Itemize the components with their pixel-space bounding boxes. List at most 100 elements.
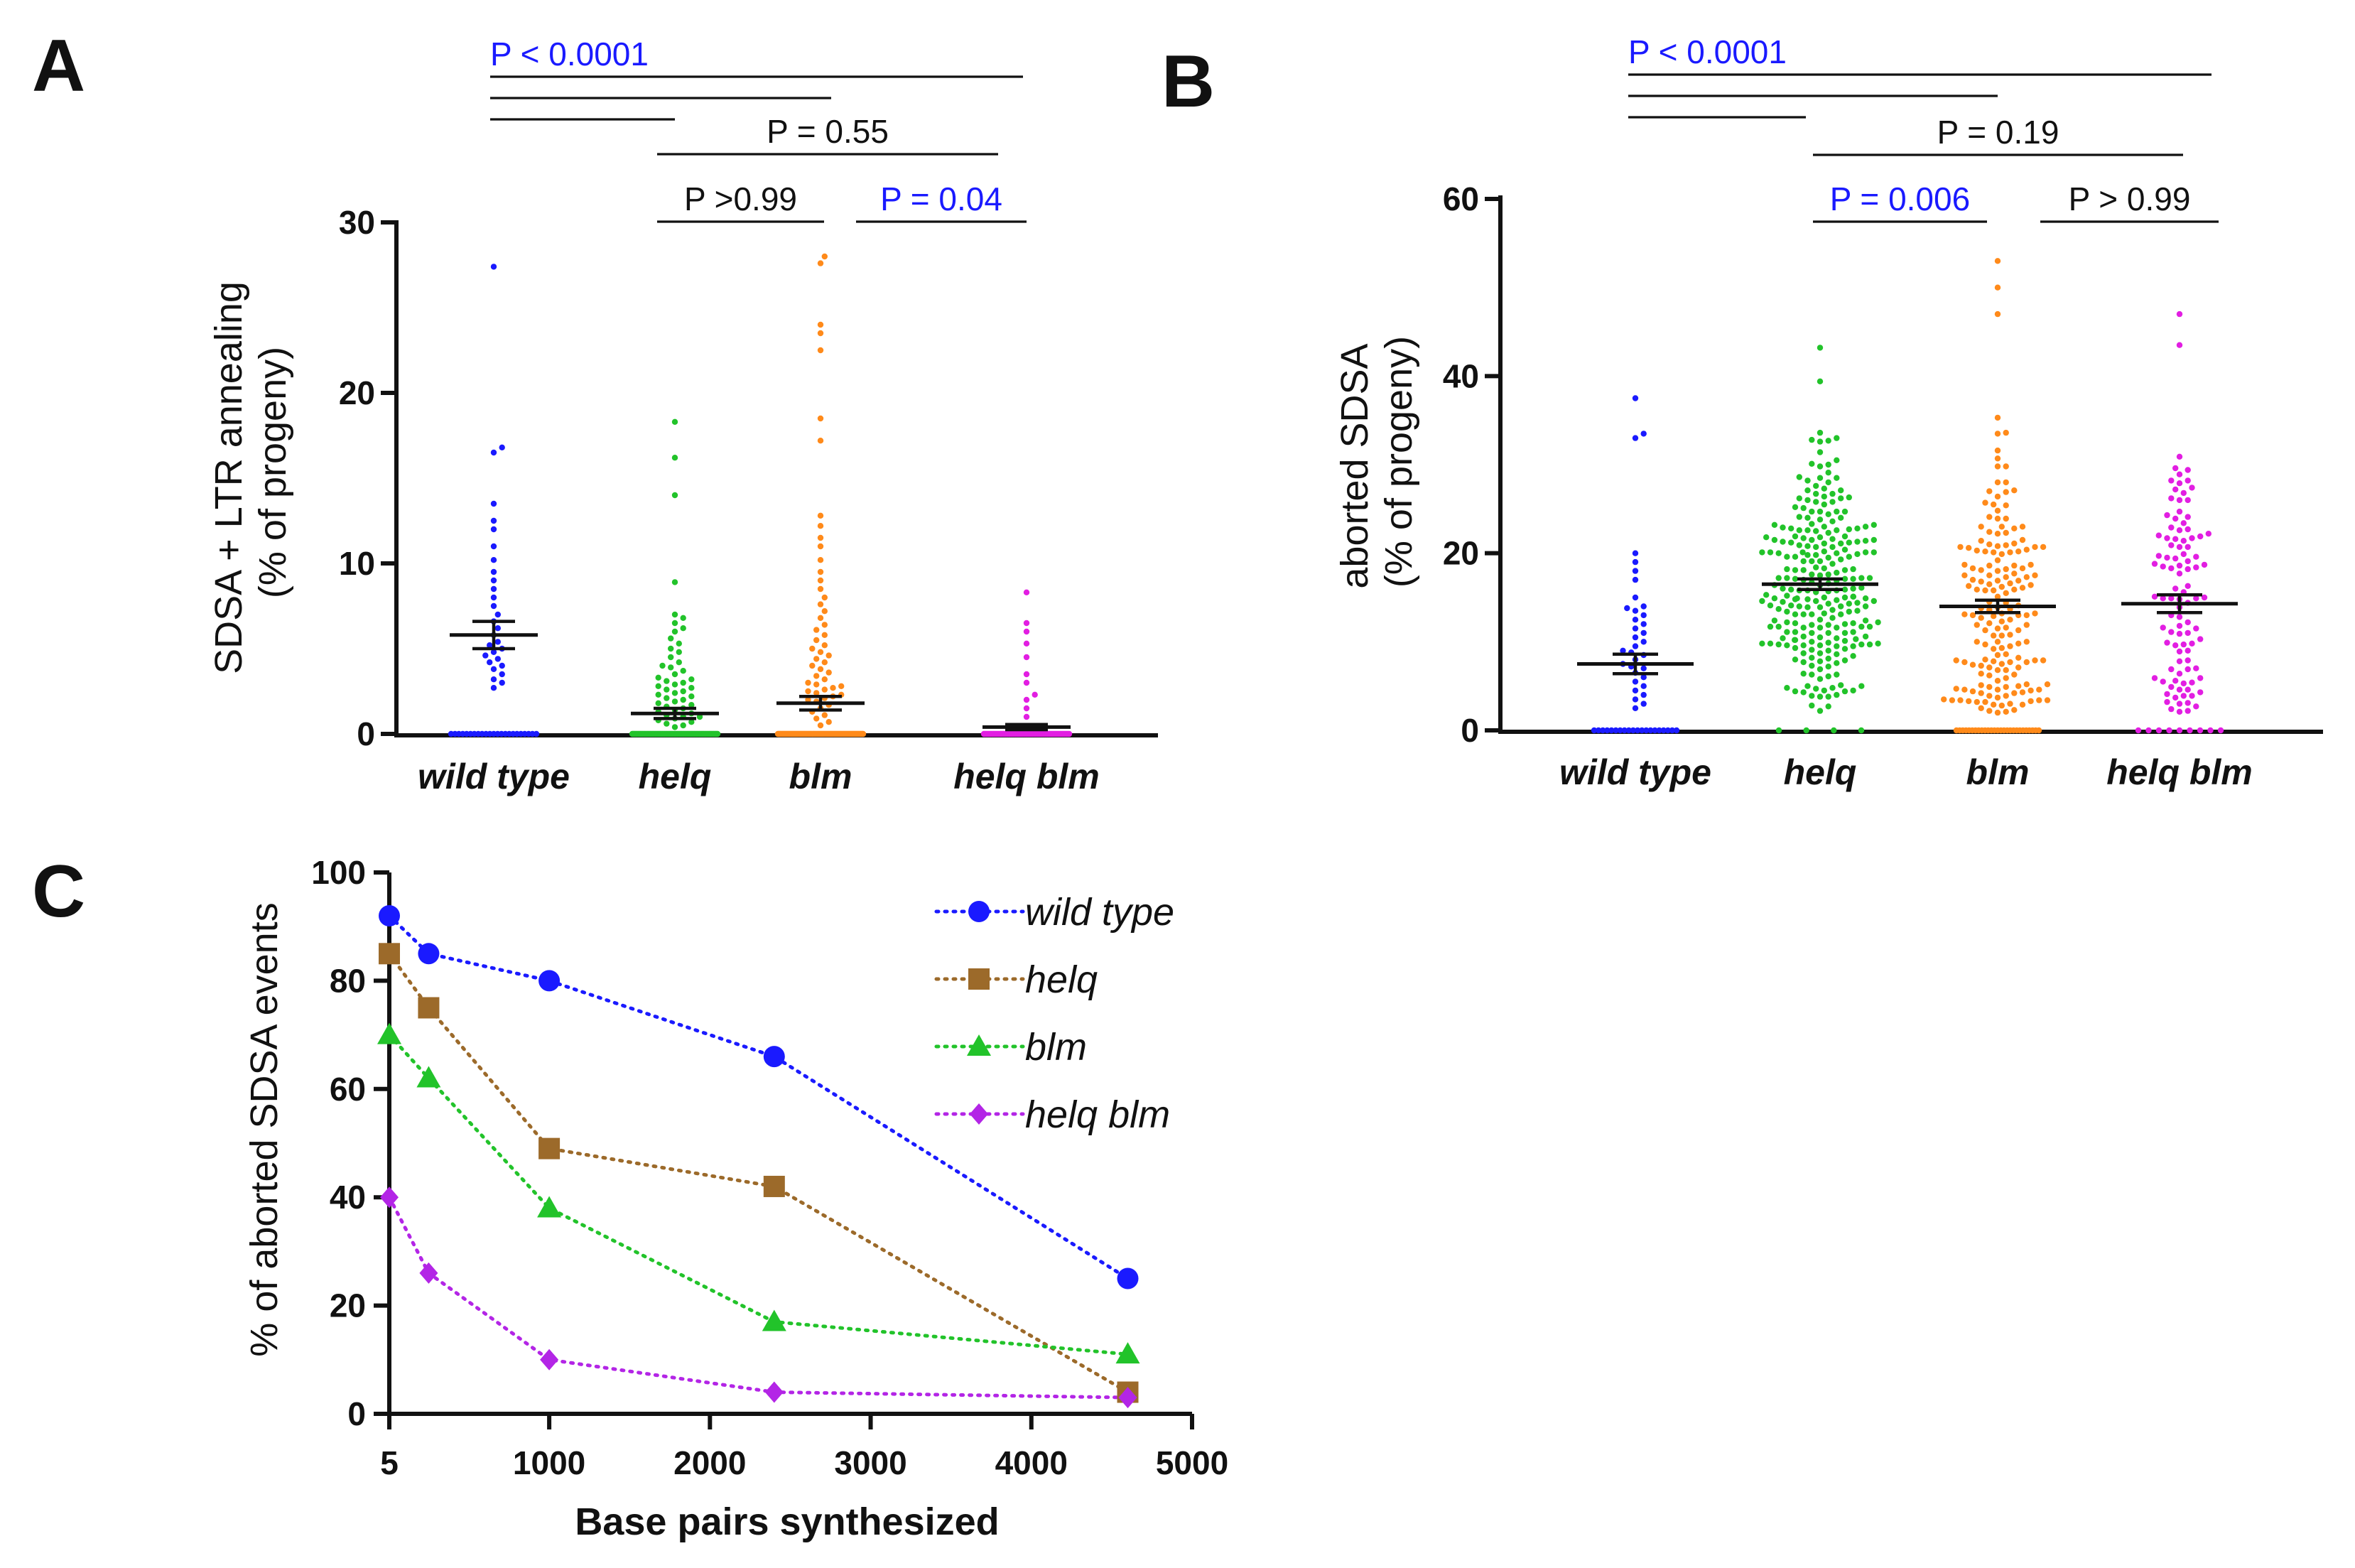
panel-b-point: [1809, 702, 1815, 709]
panel-b-point: [1986, 683, 1993, 691]
panel-b-point: [1991, 501, 1997, 508]
panel-a-point: [671, 620, 678, 627]
panel-b-point: [1994, 431, 2001, 437]
panel-b-point: [1841, 575, 1848, 582]
panel-b-point: [2040, 544, 2047, 551]
panel-c-marker-blm: [537, 1196, 562, 1218]
panel-b-point: [1632, 558, 1639, 566]
panel-a-point: [499, 671, 505, 678]
panel-b-point: [1817, 658, 1824, 664]
panel-a-point: [821, 622, 828, 628]
panel-c-series-lines: [387, 914, 1130, 1400]
panel-b-point: [2168, 477, 2175, 484]
panel-b-point: [1796, 527, 1802, 534]
panel-b-mean-wild-type: [1577, 652, 1694, 676]
panel-b-point: [1821, 548, 1827, 555]
panel-b-point: [1986, 693, 1993, 699]
panel-a-point: [825, 652, 832, 659]
panel-a-point: [676, 640, 682, 647]
panel-b-point: [2185, 666, 2191, 673]
panel-a-point: [860, 730, 867, 737]
panel-b-point: [1792, 688, 1799, 695]
panel-b-point: [1854, 607, 1861, 614]
panel-b-points-wild-type: [1591, 395, 1680, 734]
panel-b-point: [1994, 284, 2001, 291]
panel-a-point: [533, 730, 540, 737]
panel-b-point: [1998, 583, 2005, 590]
panel-b-points: [1591, 258, 2224, 734]
panel-b-point: [2168, 683, 2175, 691]
panel-c-chart: % of aborted SDSA events Base pairs synt…: [243, 854, 1228, 1543]
panel-c-marker-helq-blm: [419, 1262, 438, 1284]
panel-b-point: [1595, 727, 1602, 734]
panel-b-point: [2168, 666, 2175, 673]
panel-b-point: [2172, 486, 2179, 493]
panel-b-point: [1994, 258, 2001, 264]
panel-b-point: [1998, 618, 2005, 625]
panel-b-point: [2135, 727, 2142, 734]
panel-a-point: [499, 662, 505, 669]
panel-b-point: [1825, 647, 1831, 654]
panel-c-legend-item-helq-blm: helq blm: [934, 1093, 1170, 1136]
panel-a-point: [817, 534, 824, 541]
panel-a-point: [680, 668, 686, 674]
panel-b-point: [1834, 625, 1840, 631]
panel-b-point: [1982, 641, 1988, 648]
panel-b-point: [1969, 661, 1976, 668]
panel-b-point: [1639, 727, 1645, 734]
panel-b-point: [1994, 686, 2001, 693]
panel-b-point: [1858, 623, 1865, 630]
panel-c-marker-wild-type: [379, 904, 400, 926]
panel-b-point: [2003, 693, 2009, 699]
panel-b-point: [1630, 727, 1637, 734]
panel-b-point: [2189, 640, 2195, 647]
panel-b-point: [1640, 674, 1647, 681]
panel-b-category-wild-type: wild type: [1559, 752, 1711, 792]
panel-b-point: [1998, 632, 2005, 639]
panel-b-point: [1858, 641, 1865, 648]
panel-b-point: [1846, 494, 1852, 501]
panel-b-point: [2164, 639, 2170, 646]
panel-a-category-blm: blm: [789, 757, 852, 796]
panel-b-point: [1780, 599, 1786, 605]
panel-b-point: [2023, 612, 2030, 619]
panel-b-point: [1850, 566, 1856, 573]
panel-b-points-helq-blm: [2135, 310, 2224, 734]
panel-b-point: [1834, 435, 1840, 441]
panel-b-point: [2166, 727, 2172, 734]
panel-b-point: [1841, 688, 1848, 695]
panel-a-point: [490, 264, 497, 270]
panel-b-point: [2044, 697, 2051, 703]
panel-b-point: [2036, 697, 2042, 703]
panel-b-p-value: P > 0.99: [2069, 180, 2191, 217]
panel-b-point: [2185, 544, 2191, 551]
panel-b-point: [1949, 697, 1956, 703]
panel-b-point: [1994, 463, 2001, 470]
panel-b-point: [1767, 640, 1774, 647]
panel-b-point: [1771, 595, 1778, 602]
panel-b-point: [2180, 693, 2187, 699]
panel-a-point: [688, 676, 695, 683]
panel-b-point: [2036, 686, 2042, 693]
panel-b-point: [1957, 697, 1964, 703]
panel-b-point: [2185, 583, 2191, 589]
panel-c-legend-marker: [968, 968, 990, 990]
panel-b-point: [2168, 565, 2175, 572]
panel-b-p-value: P = 0.006: [1830, 180, 1970, 217]
panel-b-point: [2019, 524, 2026, 530]
panel-c-legend-label: wild type: [1025, 891, 1174, 934]
panel-b-point: [1829, 607, 1836, 613]
panel-b-point: [1825, 693, 1831, 700]
panel-c-ytick-label-80: 80: [330, 962, 366, 999]
panel-b-point: [1834, 527, 1840, 534]
panel-b-point: [2172, 585, 2179, 592]
panel-b-point: [1866, 575, 1873, 581]
panel-a-point: [487, 642, 493, 649]
panel-b-point: [1841, 508, 1848, 515]
panel-b-point: [1862, 538, 1869, 544]
panel-b-point: [1656, 727, 1662, 734]
panel-b-point: [1640, 683, 1647, 689]
panel-a-point: [490, 666, 497, 672]
panel-b-point: [1982, 698, 1988, 705]
panel-b-point: [1829, 518, 1836, 524]
